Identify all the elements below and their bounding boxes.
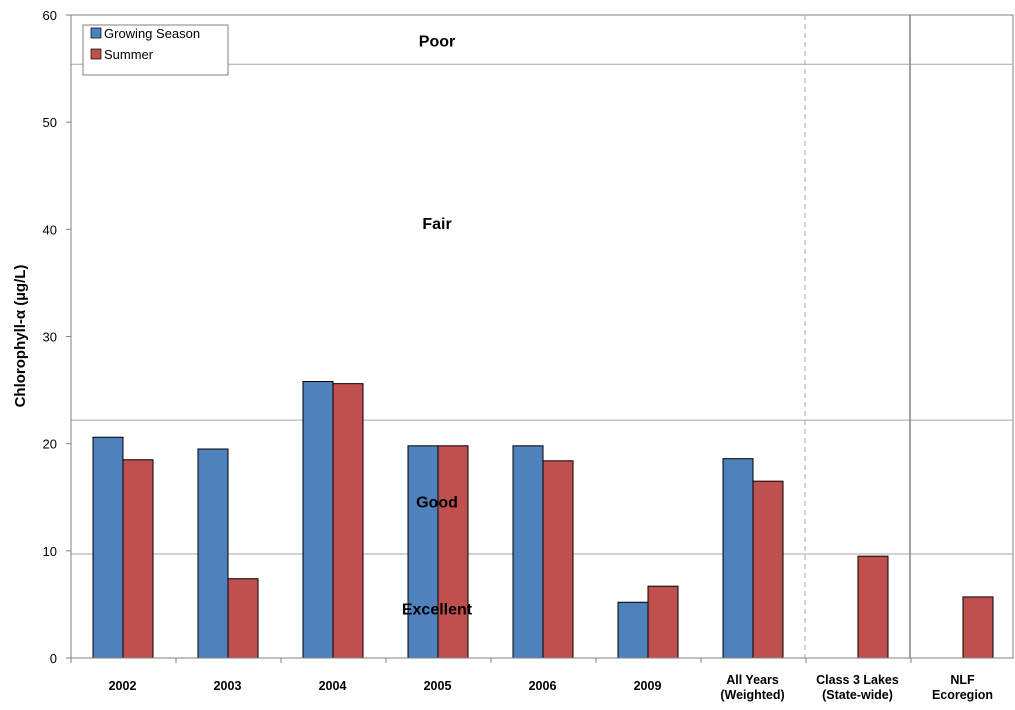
x-tick-label: All Years (Weighted) <box>720 673 784 702</box>
x-tick-label: NLF Ecoregion <box>932 673 993 702</box>
x-tick-label: 2005 <box>424 679 452 693</box>
x-tick-label-line: NLF <box>950 673 975 687</box>
summer-bar <box>437 445 469 659</box>
y-tick-label: 0 <box>50 651 57 666</box>
y-tick-label: 60 <box>43 8 57 23</box>
growing-season-swatch <box>90 27 102 39</box>
growing-season-bar <box>722 458 754 659</box>
legend-label: Growing Season <box>104 26 200 41</box>
x-tick-label-line: 2005 <box>424 679 452 693</box>
summer-bar <box>752 480 784 659</box>
x-tick-label-line: 2003 <box>214 679 242 693</box>
y-tick-label: 20 <box>43 437 57 452</box>
summer-bar <box>542 460 574 659</box>
x-tick-label-line: Ecoregion <box>932 688 993 702</box>
y-tick-label: 50 <box>43 115 57 130</box>
zone-label: Good <box>416 495 458 512</box>
summer-bar <box>332 383 364 659</box>
y-tick-label: 10 <box>43 544 57 559</box>
summer-bar <box>647 585 679 659</box>
x-axis: 2002 2003 2004 2005 2006 2009 All Years (Weight… <box>70 657 1013 702</box>
y-tick-label: 40 <box>43 222 57 237</box>
growing-season-bar <box>92 436 124 659</box>
x-tick-label-line: 2004 <box>319 679 347 693</box>
x-tick-label: Class 3 Lakes (State-wide) <box>816 673 899 702</box>
legend: Growing Season Summer <box>82 24 229 76</box>
x-tick-label: 2004 <box>319 679 347 693</box>
growing-season-bar <box>302 381 334 659</box>
y-tick-label: 30 <box>43 330 57 345</box>
x-tick-label: 2006 <box>529 679 557 693</box>
growing-season-bar <box>197 448 229 659</box>
growing-season-bar <box>407 445 439 659</box>
zone-label: Fair <box>422 216 451 233</box>
x-tick-label-line: All Years <box>726 673 779 687</box>
x-tick-label-line: 2002 <box>109 679 137 693</box>
summer-bar <box>962 596 994 659</box>
zone-label: Excellent <box>402 602 473 619</box>
growing-season-bar <box>617 601 649 659</box>
growing-season-bar <box>512 445 544 659</box>
x-tick-label-line: Class 3 Lakes <box>816 673 899 687</box>
x-tick-label-line: 2009 <box>634 679 662 693</box>
y-axis: 0 10 20 30 40 50 60 <box>43 8 72 666</box>
summer-bar <box>227 578 259 659</box>
y-axis-label: Chlorophyll-α (µg/L) <box>12 265 29 408</box>
x-tick-label-line: 2006 <box>529 679 557 693</box>
zone-label: Poor <box>419 34 455 51</box>
summer-bar <box>857 555 889 659</box>
x-tick-label-line: (Weighted) <box>720 688 784 702</box>
bar-series <box>92 381 994 659</box>
category-separators <box>804 15 911 658</box>
summer-bar <box>122 459 154 659</box>
x-tick-label-line: (State-wide) <box>822 688 893 702</box>
legend-box <box>82 24 229 76</box>
x-tick-label: 2003 <box>214 679 242 693</box>
zone-labels: Poor Fair Good Excellent <box>402 34 473 619</box>
summer-swatch <box>90 48 102 60</box>
legend-label: Summer <box>104 47 154 62</box>
x-tick-label: 2002 <box>109 679 137 693</box>
x-tick-label: 2009 <box>634 679 662 693</box>
